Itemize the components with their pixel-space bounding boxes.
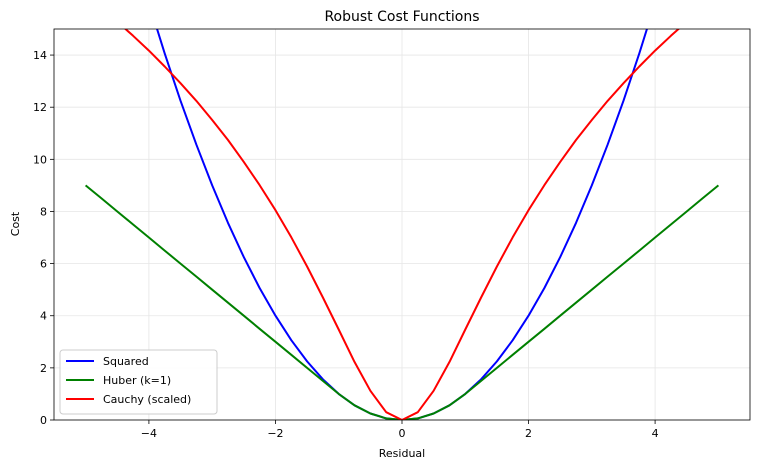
legend-label: Cauchy (scaled): [103, 393, 191, 406]
legend-box: [59, 349, 218, 415]
y-tick-label: 6: [40, 258, 47, 271]
y-tick-label: 0: [40, 414, 47, 427]
series-line-2: [123, 29, 681, 420]
axis-ticks: −4 −2 0 2 4 0 2 4 6 8 10 12 14: [33, 49, 659, 440]
y-tick-label: 2: [40, 362, 47, 375]
legend-label: Squared: [103, 355, 149, 368]
y-tick-label: 14: [33, 49, 47, 62]
x-axis-label: Residual: [379, 447, 425, 460]
x-tick-label: 4: [652, 427, 659, 440]
x-tick-label: −4: [141, 427, 157, 440]
x-tick-label: 2: [525, 427, 532, 440]
series-line-1: [84, 184, 720, 420]
y-tick-label: 12: [33, 101, 47, 114]
y-tick-label: 4: [40, 310, 47, 323]
x-tick-label: 0: [399, 427, 406, 440]
chart-title: Robust Cost Functions: [324, 9, 479, 25]
legend-label: Huber (k=1): [103, 374, 171, 387]
x-tick-label: −2: [267, 427, 283, 440]
series-line-0: [156, 29, 648, 420]
series-lines: [84, 29, 720, 420]
y-tick-label: 8: [40, 205, 47, 218]
y-axis-label: Cost: [9, 211, 22, 236]
legend: Squared Huber (k=1) Cauchy (scaled): [59, 349, 218, 415]
y-tick-label: 10: [33, 153, 47, 166]
